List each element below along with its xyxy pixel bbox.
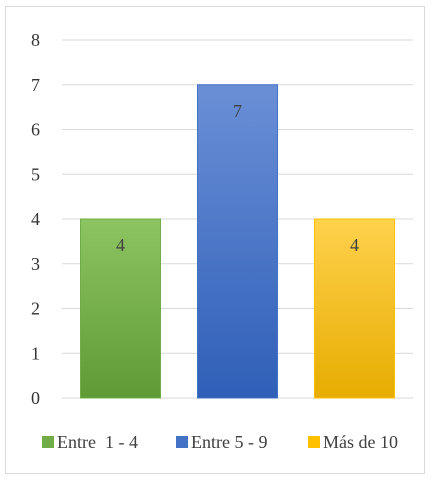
legend-label-2: Entre 5 - 9 <box>191 432 267 452</box>
data-label-1: 4 <box>116 235 125 255</box>
bar-1 <box>80 218 161 399</box>
y-tick-label-0: 0 <box>31 388 40 408</box>
legend-swatch-3 <box>308 436 320 448</box>
y-tick-label-7: 7 <box>31 75 40 95</box>
y-tick-label-4: 4 <box>31 209 40 229</box>
data-labels: 4 7 4 <box>116 101 359 255</box>
legend-swatch-2 <box>176 436 188 448</box>
y-tick-label-3: 3 <box>31 254 40 274</box>
y-tick-label-1: 1 <box>31 343 40 363</box>
bar-2 <box>197 84 278 399</box>
legend-label-1: Entre 1 - 4 <box>57 432 138 452</box>
y-tick-label-2: 2 <box>31 299 40 319</box>
y-axis: 0 1 2 3 4 5 6 7 8 <box>31 30 40 408</box>
data-label-2: 7 <box>233 101 242 121</box>
y-tick-label-5: 5 <box>31 164 40 184</box>
data-label-3: 4 <box>350 235 359 255</box>
legend: Entre 1 - 4 Entre 5 - 9 Más de 10 <box>42 432 398 452</box>
legend-label-3: Más de 10 <box>323 432 398 452</box>
bar-3 <box>314 218 395 399</box>
bars <box>80 84 395 399</box>
y-tick-label-6: 6 <box>31 120 40 140</box>
y-tick-label-8: 8 <box>31 30 40 50</box>
legend-swatch-1 <box>42 436 54 448</box>
